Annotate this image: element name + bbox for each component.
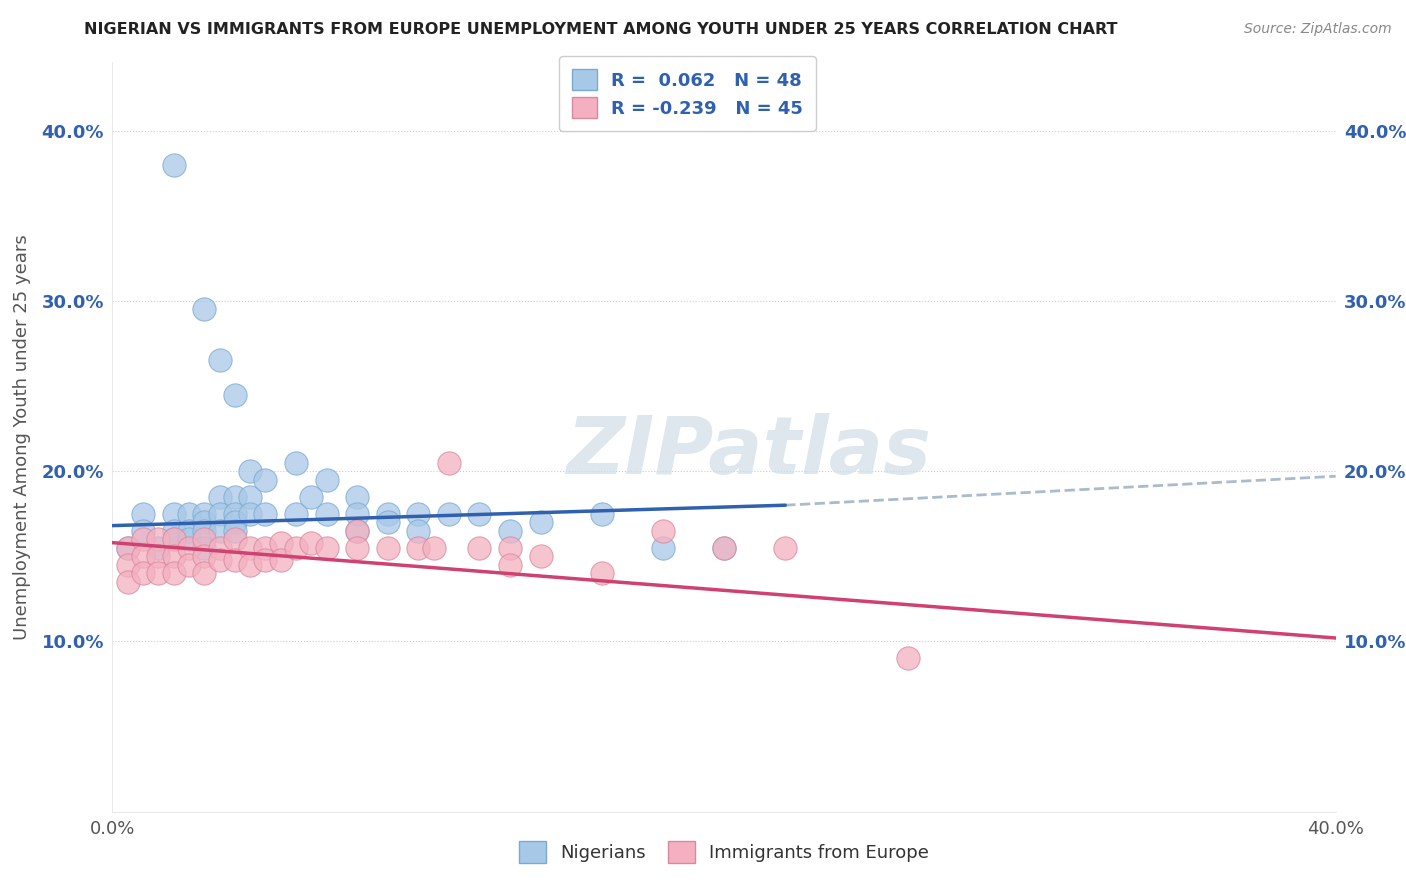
Point (208, 490, 231, 504)
Point (177, 533, 200, 547)
Point (270, 552, 292, 566)
Point (239, 558, 262, 572)
Point (377, 515, 399, 529)
Text: ZIPatlas: ZIPatlas (567, 413, 931, 491)
Point (499, 558, 522, 572)
Point (224, 490, 246, 504)
Point (208, 552, 231, 566)
Point (163, 566, 186, 581)
Point (193, 302, 215, 317)
Point (254, 507, 277, 521)
Y-axis label: Unemployment Among Youth under 25 years: Unemployment Among Youth under 25 years (13, 235, 31, 640)
Point (163, 533, 186, 547)
Point (713, 541, 735, 555)
Point (315, 473, 337, 487)
Point (377, 541, 399, 555)
Point (239, 464, 262, 478)
Point (224, 552, 246, 566)
Point (208, 353, 231, 368)
Point (652, 524, 675, 538)
Point (408, 541, 430, 555)
Point (177, 524, 200, 538)
Point (193, 566, 215, 581)
Point (224, 507, 246, 521)
Point (163, 549, 186, 564)
Point (224, 524, 246, 538)
Point (224, 387, 246, 401)
Point (270, 535, 292, 549)
Point (193, 533, 215, 547)
Point (177, 541, 200, 555)
Point (132, 566, 155, 581)
Legend: Nigerians, Immigrants from Europe: Nigerians, Immigrants from Europe (512, 834, 936, 870)
Point (315, 507, 337, 521)
Point (346, 507, 368, 521)
Point (193, 524, 215, 538)
Point (284, 456, 308, 470)
Point (163, 507, 186, 521)
Point (163, 524, 186, 538)
Point (132, 533, 155, 547)
Point (284, 507, 308, 521)
Point (132, 507, 155, 521)
Point (117, 574, 139, 589)
Point (299, 490, 322, 504)
Point (163, 158, 186, 172)
Point (422, 541, 444, 555)
Point (652, 541, 675, 555)
Point (177, 558, 200, 572)
Point (713, 541, 735, 555)
Point (208, 507, 231, 521)
Point (239, 541, 262, 555)
Point (408, 507, 430, 521)
Point (148, 566, 170, 581)
Point (254, 473, 277, 487)
Point (224, 515, 246, 529)
Point (193, 549, 215, 564)
Point (148, 541, 170, 555)
Point (468, 541, 491, 555)
Point (254, 541, 277, 555)
Point (530, 549, 553, 564)
Point (346, 490, 368, 504)
Point (897, 651, 920, 665)
Text: Source: ZipAtlas.com: Source: ZipAtlas.com (1244, 22, 1392, 37)
Point (132, 524, 155, 538)
Point (775, 541, 797, 555)
Point (177, 507, 200, 521)
Point (468, 507, 491, 521)
Point (591, 566, 613, 581)
Text: NIGERIAN VS IMMIGRANTS FROM EUROPE UNEMPLOYMENT AMONG YOUTH UNDER 25 YEARS CORRE: NIGERIAN VS IMMIGRANTS FROM EUROPE UNEMP… (84, 22, 1118, 37)
Point (346, 524, 368, 538)
Point (315, 541, 337, 555)
Point (437, 507, 460, 521)
Point (239, 507, 262, 521)
Point (437, 456, 460, 470)
Point (117, 541, 139, 555)
Point (163, 533, 186, 547)
Point (208, 541, 231, 555)
Point (408, 524, 430, 538)
Point (346, 524, 368, 538)
Point (193, 507, 215, 521)
Point (499, 541, 522, 555)
Point (346, 541, 368, 555)
Point (117, 541, 139, 555)
Point (254, 552, 277, 566)
Point (193, 541, 215, 555)
Point (148, 533, 170, 547)
Point (299, 535, 322, 549)
Point (208, 524, 231, 538)
Point (499, 524, 522, 538)
Point (148, 549, 170, 564)
Point (239, 490, 262, 504)
Point (193, 515, 215, 529)
Point (530, 515, 553, 529)
Point (132, 549, 155, 564)
Point (591, 507, 613, 521)
Point (224, 533, 246, 547)
Point (377, 507, 399, 521)
Point (284, 541, 308, 555)
Point (117, 558, 139, 572)
